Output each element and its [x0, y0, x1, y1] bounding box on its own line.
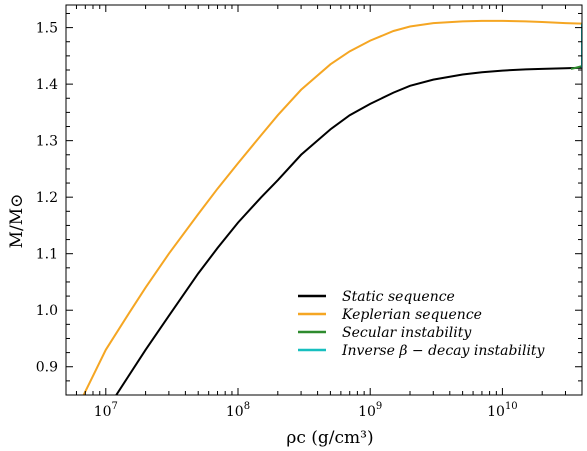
series-line-2 — [570, 65, 582, 70]
x-tick-label: 1010 — [487, 401, 518, 420]
y-axis-title: M/M⊙ — [7, 194, 27, 249]
y-tick-label: 1.1 — [36, 247, 58, 263]
y-tick-label: 1.2 — [36, 190, 58, 206]
tick-layer — [65, 5, 583, 396]
x-axis-title: ρc (g/cm³) — [286, 428, 373, 448]
y-tick-label: 1.4 — [36, 77, 58, 93]
x-tick-label: 108 — [226, 401, 250, 420]
y-tick-label: 0.9 — [36, 360, 58, 376]
y-tick-label: 1.3 — [36, 134, 58, 150]
y-tick-label: 1.5 — [36, 21, 58, 37]
plot-frame — [65, 4, 583, 396]
legend: Static sequence Keplerian sequence Secular… — [298, 289, 546, 359]
x-tick-label: 107 — [94, 401, 118, 420]
legend-label-0: Static sequence — [342, 289, 455, 305]
series-line-1 — [82, 19, 582, 395]
legend-label-2: Secular instability — [342, 325, 472, 341]
y-tick-label: 1.0 — [36, 303, 58, 319]
legend-label-3: Inverse β − decay instability — [341, 343, 546, 359]
label-layer: 0.9 1.0 1.1 1.2 1.3 1.4 1.5 107 108 109 1010 — [36, 21, 518, 420]
x-tick-label: 109 — [358, 401, 382, 420]
series-line-0 — [115, 66, 582, 395]
legend-label-1: Keplerian sequence — [341, 307, 482, 323]
series-layer — [82, 19, 582, 395]
